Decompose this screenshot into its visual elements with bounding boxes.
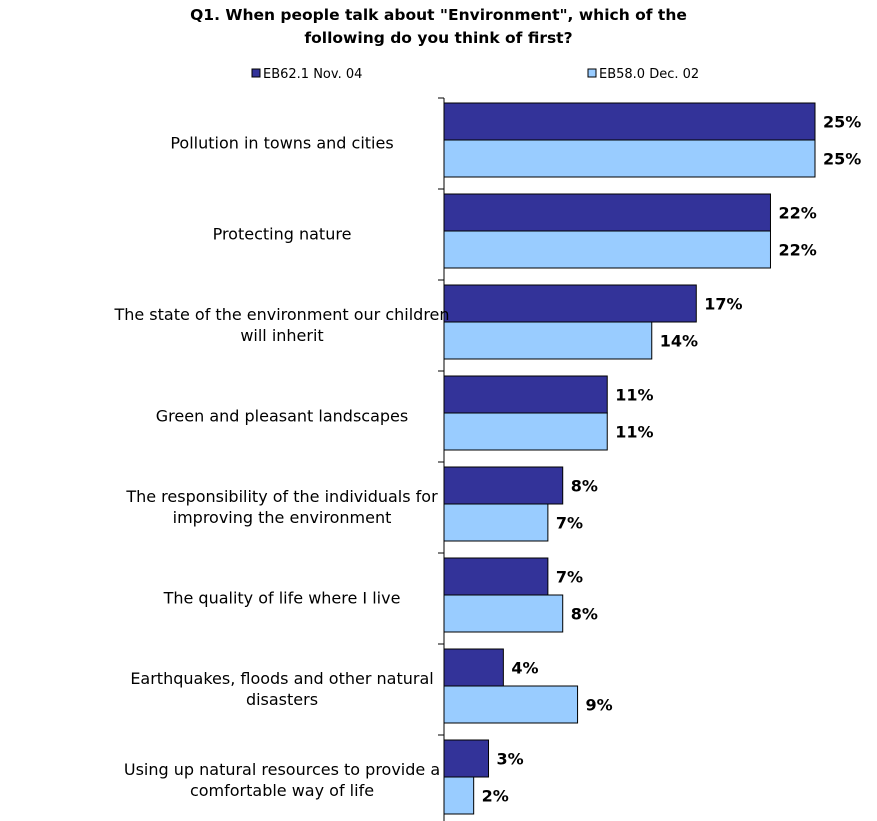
category-label-line: The state of the environment our childre… [113,305,449,324]
bar [443,321,653,360]
legend-swatch [587,68,597,78]
bar [443,193,771,232]
bar [443,594,564,633]
bar [443,776,475,815]
category-label: The quality of life where I live [163,589,401,608]
bar [443,739,490,778]
bars [443,102,816,815]
data-label: 17% [704,295,742,314]
data-label: 4% [511,659,538,678]
data-label: 11% [615,386,653,405]
bar [443,412,608,451]
bar [443,102,816,141]
category-label-line: comfortable way of life [190,781,374,800]
chart-title-line-1: Q1. When people talk about "Environment"… [190,6,687,24]
category-label: Protecting nature [213,225,352,244]
category-axis [438,97,445,821]
category-label-line: Earthquakes, floods and other natural [130,669,433,688]
category-labels: Pollution in towns and cities Protecting … [113,134,449,801]
category-label: The state of the environment our childre… [113,305,449,345]
bar [443,466,564,505]
category-label-line: Using up natural resources to provide a [124,760,440,779]
data-label: 7% [556,568,583,587]
bar [443,284,697,323]
data-label: 14% [660,332,698,351]
data-label: 8% [571,477,598,496]
chart-title-line-2: following do you think of first? [304,29,573,47]
category-label-line: Pollution in towns and cities [170,134,393,153]
legend-label: EB58.0 Dec. 02 [599,67,699,82]
legend-swatch [251,68,261,78]
data-label: 3% [497,750,524,769]
category-label: The responsibility of the individuals fo… [125,487,438,527]
bar [443,685,579,724]
data-label: 9% [586,696,613,715]
legend: EB62.1 Nov. 04 EB58.0 Dec. 02 [251,67,699,82]
category-label-line: will inherit [240,326,323,345]
data-label: 25% [823,150,861,169]
category-label: Green and pleasant landscapes [156,407,408,426]
value-labels: 25% 25% 22% 22% 17% 14% 11% 11% 8% 7% 7% 8% 4% 9% 3% 2% [482,113,862,806]
data-label: 25% [823,113,861,132]
data-label: 22% [778,241,816,260]
bar [443,648,504,687]
data-label: 7% [556,514,583,533]
category-label: Using up natural resources to provide a c… [124,760,440,800]
bar [443,557,549,596]
category-label: Pollution in towns and cities [170,134,393,153]
bar [443,503,549,542]
data-label: 22% [778,204,816,223]
legend-label: EB62.1 Nov. 04 [263,67,362,82]
category-label-line: Green and pleasant landscapes [156,407,408,426]
data-label: 11% [615,423,653,442]
bar [443,139,816,178]
data-label: 8% [571,605,598,624]
category-label-line: The quality of life where I live [163,589,401,608]
bar [443,230,771,269]
chart-title: Q1. When people talk about "Environment"… [0,4,877,50]
bar [443,375,608,414]
category-label-line: Protecting nature [213,225,352,244]
category-label-line: The responsibility of the individuals fo… [125,487,438,506]
category-label: Earthquakes, floods and other natural dis… [130,669,433,709]
data-label: 2% [482,787,509,806]
category-label-line: improving the environment [173,508,392,527]
category-label-line: disasters [246,690,318,709]
